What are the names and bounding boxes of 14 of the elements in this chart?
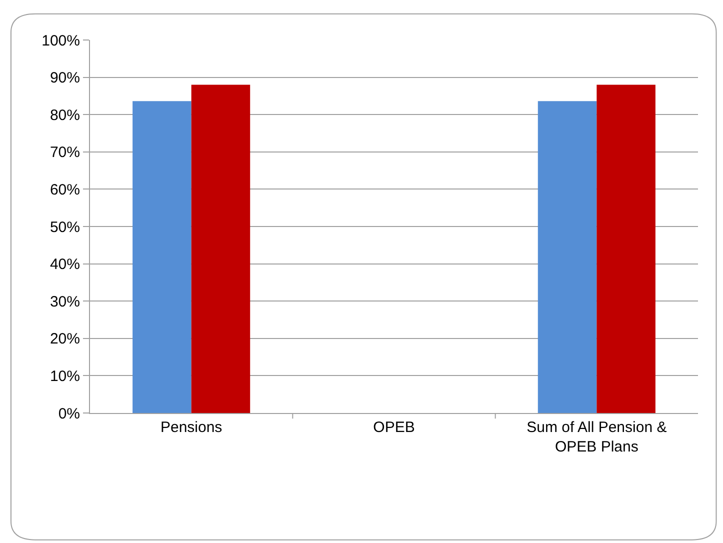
y-tick-label: 0% xyxy=(58,405,80,422)
x-tick-label: Pensions xyxy=(160,419,222,436)
y-tick-label: 60% xyxy=(50,181,80,198)
y-tick-label: 80% xyxy=(50,106,80,124)
y-tick-label: 100% xyxy=(42,32,80,50)
y-tick-label: 70% xyxy=(50,144,80,162)
y-tick-label: 90% xyxy=(50,70,80,87)
y-tick-label: 30% xyxy=(50,293,80,310)
y-tick-label: 20% xyxy=(50,330,80,348)
x-tick-label: Sum of All Pension & OPEB Plans xyxy=(526,419,667,456)
x-tick-label: OPEB xyxy=(373,419,415,436)
y-tick-label: 10% xyxy=(50,368,80,385)
y-tick-label: 40% xyxy=(50,256,80,274)
y-tick-label: 50% xyxy=(50,218,80,236)
